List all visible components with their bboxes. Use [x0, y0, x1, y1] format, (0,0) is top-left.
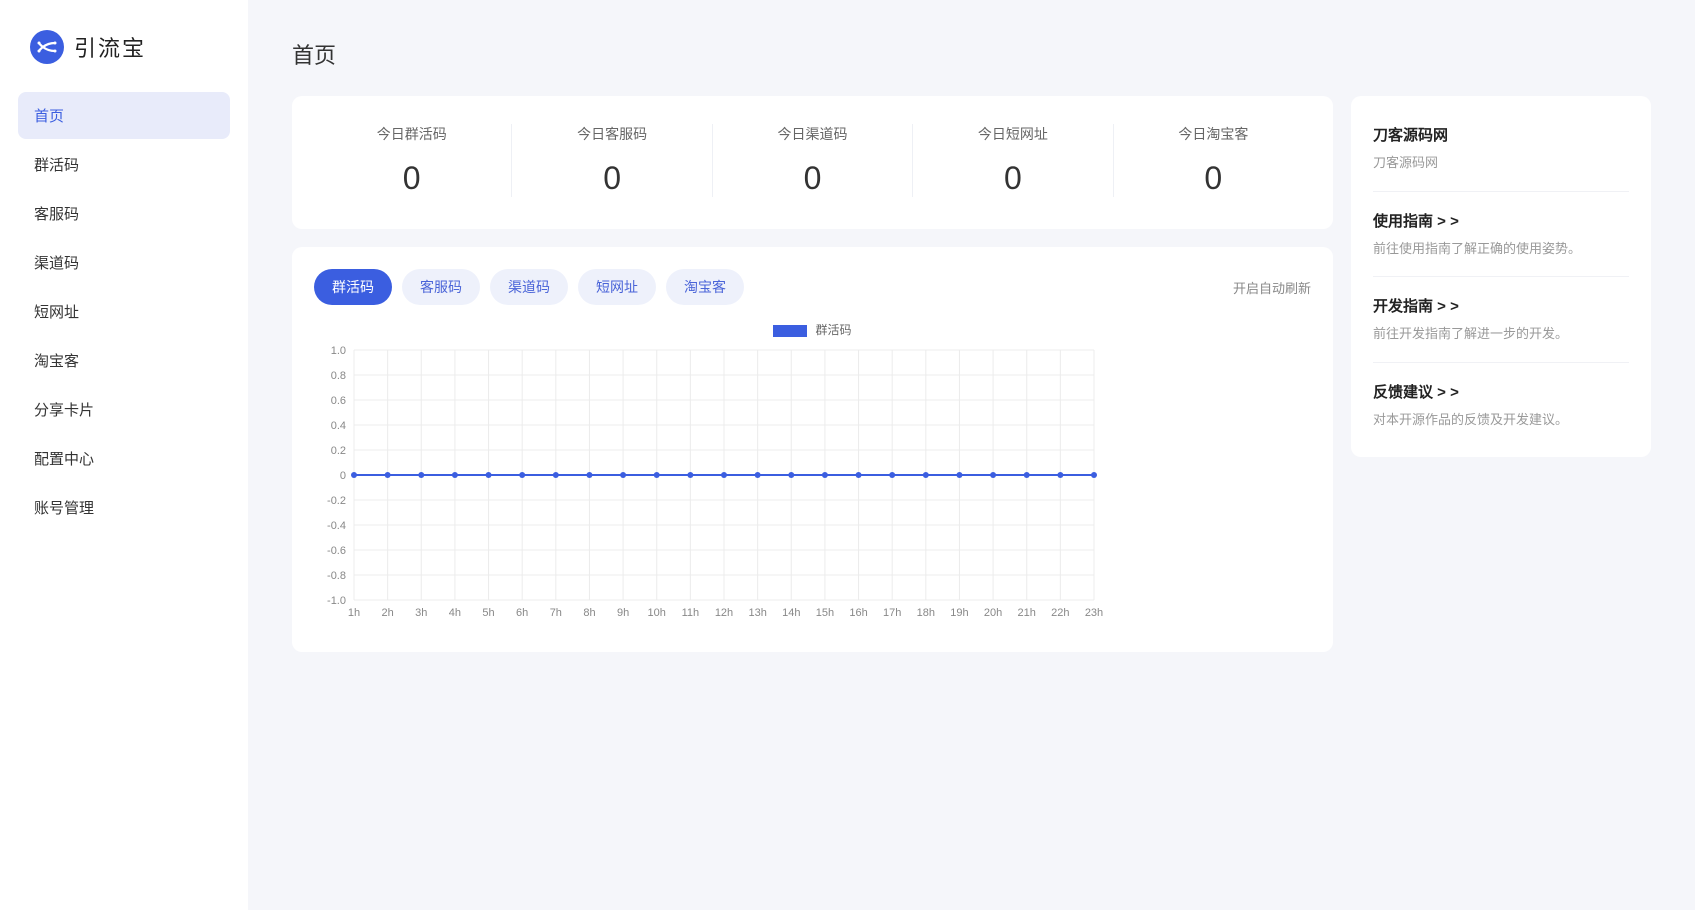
svg-text:18h: 18h	[917, 607, 935, 619]
sidebar-item-2[interactable]: 客服码	[18, 190, 230, 237]
stat-box-2: 今日渠道码 0	[713, 124, 913, 197]
svg-text:0.6: 0.6	[331, 395, 346, 407]
sidebar-item-0[interactable]: 首页	[18, 92, 230, 139]
svg-text:9h: 9h	[617, 607, 629, 619]
stat-value: 0	[913, 160, 1112, 197]
info-desc: 对本开源作品的反馈及开发建议。	[1373, 410, 1629, 430]
svg-text:8h: 8h	[583, 607, 595, 619]
stat-box-1: 今日客服码 0	[512, 124, 712, 197]
brand-name: 引流宝	[74, 31, 146, 63]
info-title: 开发指南 > >	[1373, 295, 1629, 316]
svg-text:3h: 3h	[415, 607, 427, 619]
svg-text:10h: 10h	[648, 607, 666, 619]
info-title: 使用指南 > >	[1373, 210, 1629, 231]
stat-value: 0	[312, 160, 511, 197]
svg-text:14h: 14h	[782, 607, 800, 619]
stat-value: 0	[512, 160, 711, 197]
chart-legend: 群活码	[314, 321, 1311, 338]
svg-text:-0.6: -0.6	[327, 545, 346, 557]
stat-value: 0	[1114, 160, 1313, 197]
sidebar-item-6[interactable]: 分享卡片	[18, 386, 230, 433]
svg-text:-0.2: -0.2	[327, 495, 346, 507]
stat-box-0: 今日群活码 0	[312, 124, 512, 197]
brand-icon	[30, 30, 64, 64]
svg-text:20h: 20h	[984, 607, 1002, 619]
svg-text:17h: 17h	[883, 607, 901, 619]
info-block-3[interactable]: 反馈建议 > > 对本开源作品的反馈及开发建议。	[1373, 363, 1629, 448]
stat-label: 今日短网址	[913, 124, 1112, 144]
chart-tab-0[interactable]: 群活码	[314, 269, 392, 305]
legend-label: 群活码	[815, 323, 851, 337]
info-desc: 前往使用指南了解正确的使用姿势。	[1373, 239, 1629, 259]
chart-area: 群活码 1.0 0.8 0.6 0.4 0.2 0 -0.2 -0.4 -0.6 -0.8 -1.0…	[314, 321, 1311, 624]
svg-text:15h: 15h	[816, 607, 834, 619]
chart-tab-4[interactable]: 淘宝客	[666, 269, 744, 305]
svg-text:22h: 22h	[1051, 607, 1069, 619]
info-panel: 刀客源码网刀客源码网使用指南 > >前往使用指南了解正确的使用姿势。开发指南 >…	[1351, 96, 1651, 457]
stat-label: 今日群活码	[312, 124, 511, 144]
svg-text:-0.8: -0.8	[327, 570, 346, 582]
info-desc: 前往开发指南了解进一步的开发。	[1373, 324, 1629, 344]
svg-text:0.2: 0.2	[331, 445, 346, 457]
sidebar-item-1[interactable]: 群活码	[18, 141, 230, 188]
svg-text:19h: 19h	[950, 607, 968, 619]
svg-text:0: 0	[340, 470, 346, 482]
info-title: 刀客源码网	[1373, 124, 1629, 145]
line-chart: 1.0 0.8 0.6 0.4 0.2 0 -0.2 -0.4 -0.6 -0.8 -1.01h 2h…	[314, 344, 1104, 624]
svg-text:6h: 6h	[516, 607, 528, 619]
info-block-1[interactable]: 使用指南 > > 前往使用指南了解正确的使用姿势。	[1373, 192, 1629, 278]
svg-text:11h: 11h	[682, 607, 700, 619]
main-content: 首页 今日群活码0今日客服码0今日渠道码0今日短网址0今日淘宝客0 群活码客服码…	[248, 0, 1695, 910]
svg-text:16h: 16h	[849, 607, 867, 619]
stat-box-3: 今日短网址 0	[913, 124, 1113, 197]
sidebar-item-3[interactable]: 渠道码	[18, 239, 230, 286]
svg-text:21h: 21h	[1018, 607, 1036, 619]
svg-text:0.4: 0.4	[331, 420, 346, 432]
stats-card: 今日群活码0今日客服码0今日渠道码0今日短网址0今日淘宝客0	[292, 96, 1333, 229]
info-title: 反馈建议 > >	[1373, 381, 1629, 402]
chart-card: 群活码客服码渠道码短网址淘宝客 开启自动刷新 群活码 1.00.80.60.40…	[292, 247, 1333, 652]
chart-tab-group: 群活码客服码渠道码短网址淘宝客	[314, 269, 744, 305]
svg-text:-0.4: -0.4	[327, 520, 346, 532]
sidebar-item-8[interactable]: 账号管理	[18, 484, 230, 531]
sidebar-item-5[interactable]: 淘宝客	[18, 337, 230, 384]
sidebar-nav: 首页群活码客服码渠道码短网址淘宝客分享卡片配置中心账号管理	[18, 92, 230, 531]
svg-text:12h: 12h	[715, 607, 733, 619]
info-block-2[interactable]: 开发指南 > > 前往开发指南了解进一步的开发。	[1373, 277, 1629, 363]
svg-text:5h: 5h	[482, 607, 494, 619]
svg-text:7h: 7h	[550, 607, 562, 619]
info-desc: 刀客源码网	[1373, 153, 1629, 173]
brand-logo[interactable]: 引流宝	[18, 30, 230, 64]
legend-swatch	[773, 325, 807, 337]
sidebar-item-4[interactable]: 短网址	[18, 288, 230, 335]
svg-text:2h: 2h	[382, 607, 394, 619]
auto-refresh-toggle[interactable]: 开启自动刷新	[1233, 278, 1311, 297]
svg-text:1h: 1h	[348, 607, 360, 619]
stat-value: 0	[713, 160, 912, 197]
chart-tab-3[interactable]: 短网址	[578, 269, 656, 305]
stat-label: 今日淘宝客	[1114, 124, 1313, 144]
stat-label: 今日客服码	[512, 124, 711, 144]
stat-box-4: 今日淘宝客 0	[1114, 124, 1313, 197]
chart-tab-2[interactable]: 渠道码	[490, 269, 568, 305]
svg-text:4h: 4h	[449, 607, 461, 619]
svg-text:-1.0: -1.0	[327, 595, 346, 607]
stat-label: 今日渠道码	[713, 124, 912, 144]
sidebar-item-7[interactable]: 配置中心	[18, 435, 230, 482]
chart-tab-1[interactable]: 客服码	[402, 269, 480, 305]
svg-text:0.8: 0.8	[331, 370, 346, 382]
svg-text:13h: 13h	[748, 607, 766, 619]
sidebar: 引流宝 首页群活码客服码渠道码短网址淘宝客分享卡片配置中心账号管理	[0, 0, 248, 910]
info-block-0[interactable]: 刀客源码网刀客源码网	[1373, 106, 1629, 192]
svg-text:1.0: 1.0	[331, 345, 346, 357]
svg-text:23h: 23h	[1085, 607, 1103, 619]
page-title: 首页	[292, 38, 1651, 70]
